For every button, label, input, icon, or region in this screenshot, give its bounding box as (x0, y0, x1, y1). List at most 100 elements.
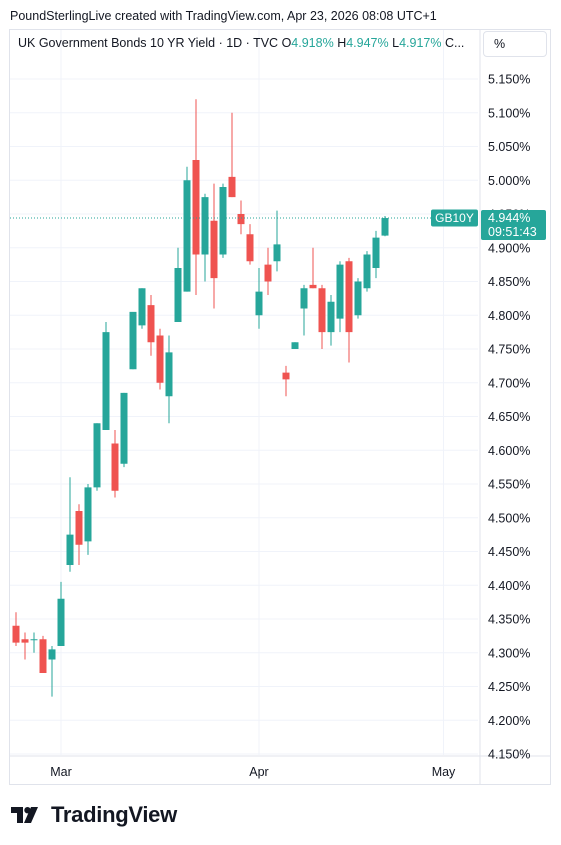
candle (192, 99, 200, 295)
price-tick-label: 4.650% (488, 410, 530, 424)
last-price-tag: GB10Y 4.944% 09:51:43 (431, 209, 546, 241)
candle-body (336, 264, 344, 319)
candle (84, 484, 92, 555)
candle-body (93, 423, 101, 488)
candle-body (219, 187, 227, 255)
price-tick-label: 4.500% (488, 511, 530, 525)
price-tick-label: 4.400% (488, 579, 530, 593)
candle-body (156, 335, 164, 383)
last-price-value: 4.944% (488, 211, 530, 225)
chart-credit: PoundSterlingLive created with TradingVi… (10, 9, 437, 23)
chart-legend: UK Government Bonds 10 YR Yield · 1D · T… (18, 36, 464, 50)
tradingview-logo-icon (11, 807, 38, 823)
candle (102, 322, 110, 430)
candle-body (174, 268, 182, 322)
tradingview-wordmark: TradingView (51, 802, 177, 827)
chart-frame[interactable] (9, 29, 551, 785)
candle-body (12, 625, 20, 643)
candle (30, 632, 38, 653)
candle-body (111, 443, 119, 491)
candle (264, 247, 272, 295)
price-tick-label: 4.250% (488, 680, 530, 694)
candle-body (183, 180, 191, 292)
candle-body (282, 372, 290, 380)
candle-body (84, 487, 92, 542)
price-tick-label: 4.350% (488, 613, 530, 627)
price-tick-label: 4.450% (488, 545, 530, 559)
candle-body (75, 511, 83, 545)
candle (273, 210, 281, 272)
candle (129, 311, 137, 370)
candle-body (201, 197, 209, 255)
price-tick-label: 4.200% (488, 714, 530, 728)
candle-body (138, 288, 146, 326)
candle (147, 295, 155, 356)
candle (291, 342, 299, 349)
candle-body (48, 649, 56, 660)
candle-body (327, 301, 335, 333)
candle (183, 166, 191, 292)
candle (75, 504, 83, 565)
candle-body (345, 261, 353, 333)
price-tick-label: 4.600% (488, 444, 530, 458)
candle (21, 632, 29, 660)
candle (345, 257, 353, 363)
candle (219, 183, 227, 258)
grid (10, 30, 478, 755)
candle-body (372, 237, 380, 268)
candle-body (255, 291, 263, 316)
candle-body (102, 332, 110, 430)
time-axis-labels[interactable]: Mar Apr May (50, 765, 456, 779)
candle (156, 328, 164, 390)
candle (39, 635, 47, 673)
candle (237, 200, 245, 235)
price-tick-label: 5.150% (488, 73, 530, 87)
candle-body (264, 264, 272, 282)
candle-body (66, 534, 74, 565)
symbol-tag-label: GB10Y (435, 211, 474, 225)
candle-body (381, 218, 389, 236)
time-tick-label: Mar (50, 765, 72, 779)
symbol-tag (431, 209, 478, 227)
legend-low-label: L (392, 36, 400, 50)
candle (93, 423, 101, 491)
candle-body (39, 639, 47, 673)
candle (309, 247, 317, 289)
candles (12, 99, 389, 697)
candle-body (147, 305, 155, 343)
price-tick-label: 4.300% (488, 646, 530, 660)
candle (318, 284, 326, 349)
price-tick-label: 4.700% (488, 376, 530, 390)
candle (57, 581, 65, 646)
time-tick-label: Apr (249, 765, 268, 779)
candle-body (273, 244, 281, 262)
price-tick-label: 4.850% (488, 275, 530, 289)
scale-mode-toggle[interactable]: % (483, 31, 547, 57)
candle-body (309, 284, 317, 289)
candle-body (192, 160, 200, 255)
candle (111, 430, 119, 498)
legend-symbol: UK Government Bonds 10 YR Yield · 1D · T… (18, 36, 279, 50)
candle (255, 268, 263, 329)
candle (228, 112, 236, 198)
candle-body (246, 234, 254, 262)
legend-high-value: 4.947% (346, 36, 389, 50)
candle-body (300, 288, 308, 309)
candle (165, 335, 173, 424)
candle-body (354, 281, 362, 316)
candle (66, 477, 74, 572)
candle-body (129, 311, 137, 370)
candle-body (57, 598, 65, 646)
candle-body (210, 220, 218, 279)
legend-close-label: C... (444, 36, 465, 50)
candle-body (363, 254, 371, 289)
legend-open-label: O (281, 36, 292, 50)
tradingview-logo[interactable]: TradingView (11, 802, 177, 828)
legend-high-label: H (337, 36, 347, 50)
price-axis-labels[interactable]: 5.150%5.100%5.050%5.000%4.950%4.900%4.85… (488, 73, 530, 762)
candle-body (228, 176, 236, 198)
candle-body (30, 639, 38, 641)
price-tick-label: 4.900% (488, 241, 530, 255)
candle (210, 183, 218, 309)
